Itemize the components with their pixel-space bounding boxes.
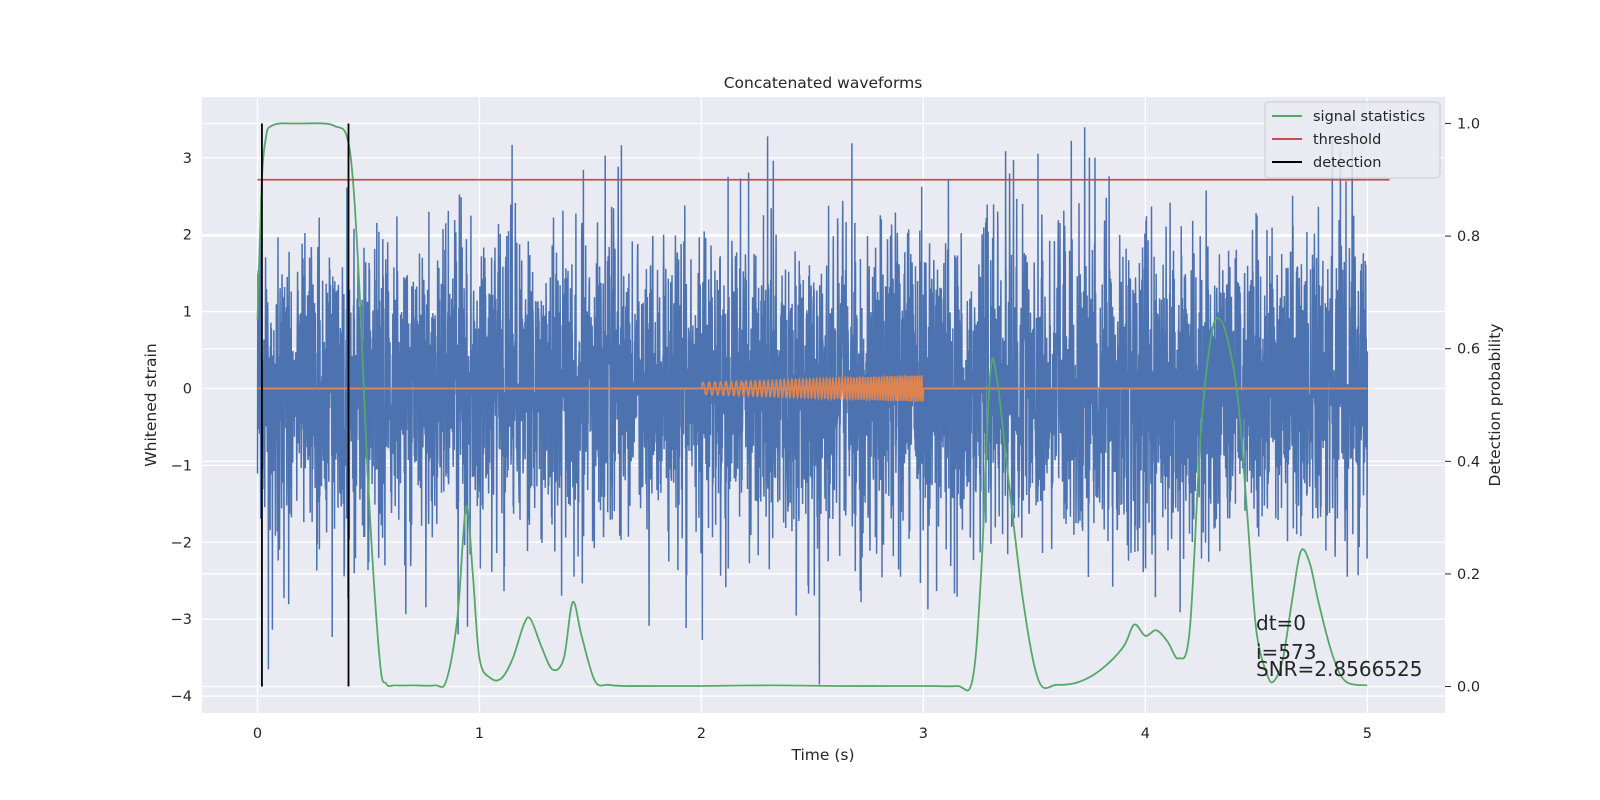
x-tick-label-4: 4 (1141, 726, 1150, 742)
legend-box (1264, 101, 1441, 179)
annotation-snr: SNR=2.8566525 (1256, 657, 1422, 681)
x-axis-label: Time (s) (790, 746, 854, 764)
annotations: dt=0 i=573 SNR=2.8566525 (1256, 611, 1422, 681)
y-tick-label-2: −2 (171, 535, 192, 551)
y-right-tick-label-5: 1.0 (1457, 116, 1480, 132)
y-axis-label: Whitened strain (142, 343, 160, 466)
x-tick-label-3: 3 (919, 726, 928, 742)
x-tick-label-2: 2 (697, 726, 706, 742)
legend-label-detection: detection (1313, 155, 1381, 171)
template-chirp (700, 374, 925, 403)
annotation-dt: dt=0 (1256, 611, 1306, 635)
series-template (257, 374, 1368, 403)
series-strain (256, 127, 1369, 685)
y-right-tick-label-3: 0.6 (1457, 342, 1480, 358)
chart-title: Concatenated waveforms (724, 74, 923, 92)
y-tick-label-6: 2 (183, 228, 192, 244)
x-tick-label-5: 5 (1363, 726, 1372, 742)
y-tick-label-7: 3 (183, 151, 192, 167)
y-tick-label-0: −4 (171, 689, 192, 705)
y-axis-label-right: Detection probability (1486, 324, 1504, 487)
y-tick-label-1: −3 (171, 612, 192, 628)
legend-item-detection: detection (1272, 155, 1381, 171)
y-right-tick-label-1: 0.2 (1457, 567, 1480, 583)
legend-item-signal-statistics: signal statistics (1272, 109, 1425, 125)
annotation-index: i=573 (1256, 640, 1317, 664)
strain-line (256, 127, 1369, 685)
y-tick-label-3: −1 (171, 458, 192, 474)
y-right-tick-label-2: 0.4 (1457, 454, 1480, 470)
legend: signal statistics threshold detection (1264, 101, 1441, 179)
series-signal-statistics (256, 122, 1368, 692)
series-detection (261, 123, 350, 687)
legend-item-threshold: threshold (1272, 132, 1381, 148)
y-right-tick-label-4: 0.8 (1457, 229, 1480, 245)
y-tick-label-5: 1 (183, 305, 192, 321)
x-tick-label-0: 0 (253, 726, 262, 742)
legend-label-signal-statistics: signal statistics (1313, 109, 1425, 125)
x-tick-label-1: 1 (475, 726, 484, 742)
y-tick-label-4: 0 (183, 381, 192, 397)
y-right-tick-label-0: 0.0 (1457, 680, 1480, 696)
signal-statistics-line (256, 122, 1368, 692)
legend-label-threshold: threshold (1313, 132, 1381, 148)
